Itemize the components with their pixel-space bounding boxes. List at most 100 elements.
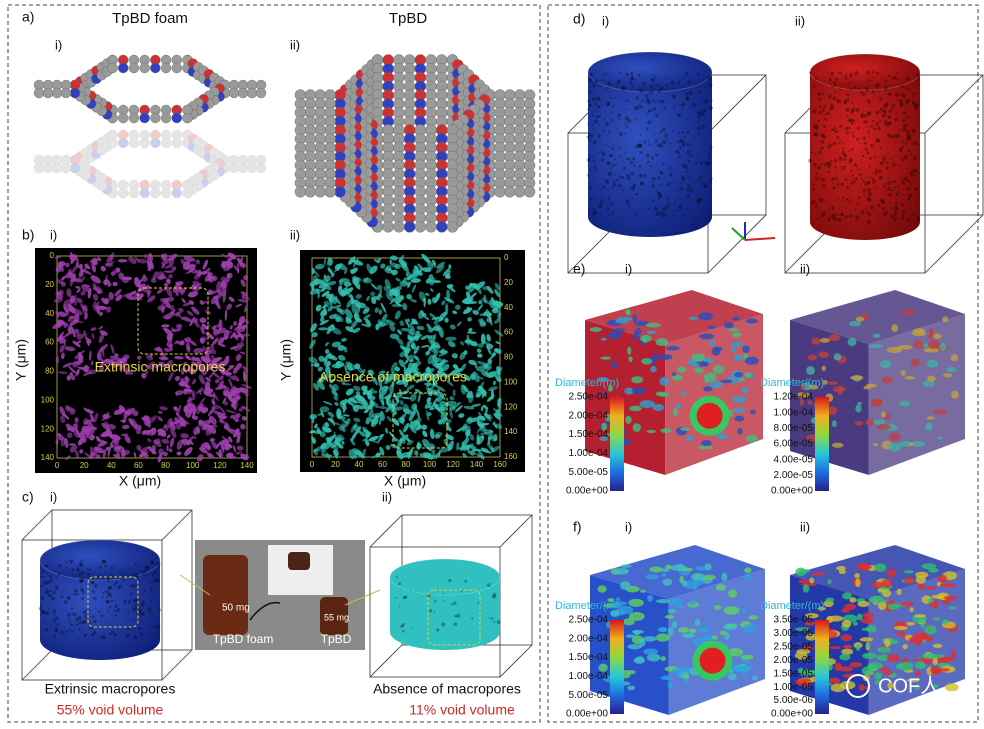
texture [846,131,850,135]
texture [892,179,896,184]
atom [107,129,118,141]
pore [694,367,704,374]
panel-label: c) [22,489,34,505]
texture [436,628,440,632]
texture [104,564,107,568]
atom [139,129,150,141]
atom [182,187,193,199]
atom [198,140,209,151]
texture [915,119,918,121]
texture [890,214,894,218]
texture [815,202,818,205]
subpanel-label: ii) [382,489,392,504]
pore [829,646,841,650]
texture [625,121,628,123]
y-tick-label: 80 [45,367,54,376]
texture [116,608,120,613]
texture [682,163,687,168]
texture [907,179,910,183]
texture [854,123,856,125]
colorbar-tick-label: 5.00e-05 [569,467,609,478]
texture [820,139,825,144]
pore [628,598,644,607]
texture [681,108,684,110]
texture [879,146,882,149]
texture [66,595,71,600]
x-tick-label: 40 [107,461,116,470]
texture [106,599,110,604]
atom [33,162,45,174]
texture [847,87,849,90]
box-edge [369,514,403,548]
texture [896,133,901,138]
texture [879,78,882,80]
pore [925,422,933,431]
y-tick-label: 100 [504,377,518,386]
y-tick-label: 20 [45,280,54,289]
texture [856,203,859,206]
texture [433,610,436,613]
texture [592,128,595,131]
texture [814,153,817,156]
subpanel-label: ii) [800,261,810,276]
texture [649,165,653,168]
atom [436,221,448,233]
texture [856,126,861,130]
texture [902,93,906,98]
texture [859,168,862,171]
texture [872,76,875,79]
texture [854,70,859,75]
texture [836,152,838,154]
pore [665,345,680,351]
framework [33,54,267,124]
texture [823,124,827,129]
texture [813,122,815,124]
texture [92,581,95,583]
atom [187,176,199,187]
pore [911,330,927,337]
texture [198,420,202,427]
pore [948,606,957,610]
texture [834,165,837,168]
colorbar-tick-label: 6.00e-05 [774,439,814,450]
atom [91,148,102,159]
texture [398,605,401,608]
pore [877,646,891,653]
subpanel-label: i) [625,519,632,534]
texture [837,115,839,117]
atom [51,87,63,99]
texture [631,197,634,200]
panel-frame [547,4,979,723]
texture [71,574,74,577]
atom [209,169,220,181]
texture [914,203,918,206]
texture [672,106,675,109]
atom [219,162,231,174]
texture [862,179,865,183]
texture [873,155,877,159]
texture [612,163,616,167]
texture [907,197,912,201]
texture [76,566,80,570]
atom [214,158,225,169]
texture [882,207,886,211]
pore [903,570,914,574]
pore [610,361,618,369]
texture [901,158,905,162]
atom [160,112,172,124]
atom [80,169,91,181]
texture [908,99,911,102]
atom [187,184,199,195]
texture [645,127,649,130]
colorbar-tick-label: 2.00e-05 [774,655,814,666]
texture [610,154,613,157]
texture [821,177,826,182]
atom [75,151,86,162]
texture [812,183,815,186]
pore [872,333,881,338]
texture [98,635,102,639]
texture [905,168,908,170]
texture [694,161,698,165]
texture [55,616,59,620]
texture [868,135,870,138]
